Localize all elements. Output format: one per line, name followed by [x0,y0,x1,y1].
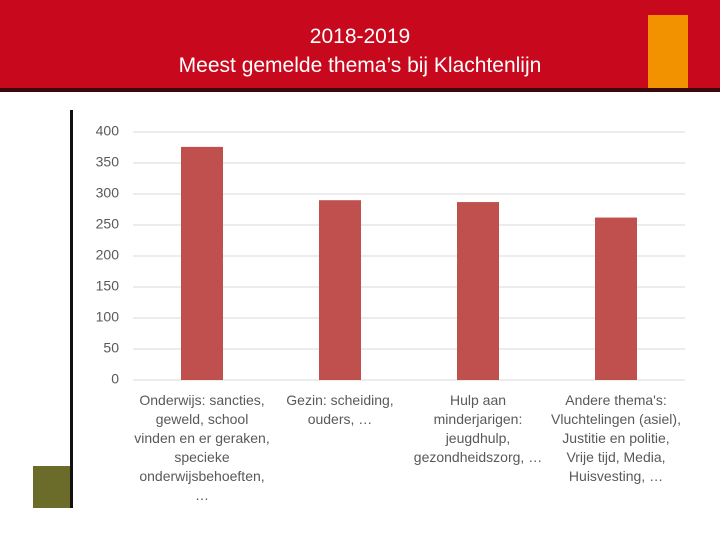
x-tick-label: Andere thema's: Vluchtelingen (asiel), J… [551,392,681,484]
x-tick-label: Gezin: scheiding, ouders, … [286,392,394,427]
x-tick-label: Hulp aan minderjarigen: jeugdhulp, gezon… [413,392,543,465]
y-tick-label: 400 [96,123,120,139]
y-tick-label: 300 [96,185,120,201]
bar [181,146,223,380]
y-tick-label: 50 [103,340,119,356]
chart-title: 2018-2019 Meest gemelde thema’s bij Klac… [178,25,542,77]
bar [595,217,637,380]
y-tick-label: 100 [96,309,120,325]
bar [319,200,361,380]
accent-square [33,466,70,508]
bar [457,202,499,380]
y-tick-label: 150 [96,278,120,294]
side-rule [70,110,73,508]
y-tick-label: 200 [96,247,120,263]
y-tick-label: 0 [111,371,119,387]
x-tick-label: Onderwijs: sancties, geweld, school vind… [134,392,270,503]
header-band [0,0,720,92]
accent-block [648,15,688,88]
y-tick-label: 350 [96,154,120,170]
y-tick-label: 250 [96,216,120,232]
